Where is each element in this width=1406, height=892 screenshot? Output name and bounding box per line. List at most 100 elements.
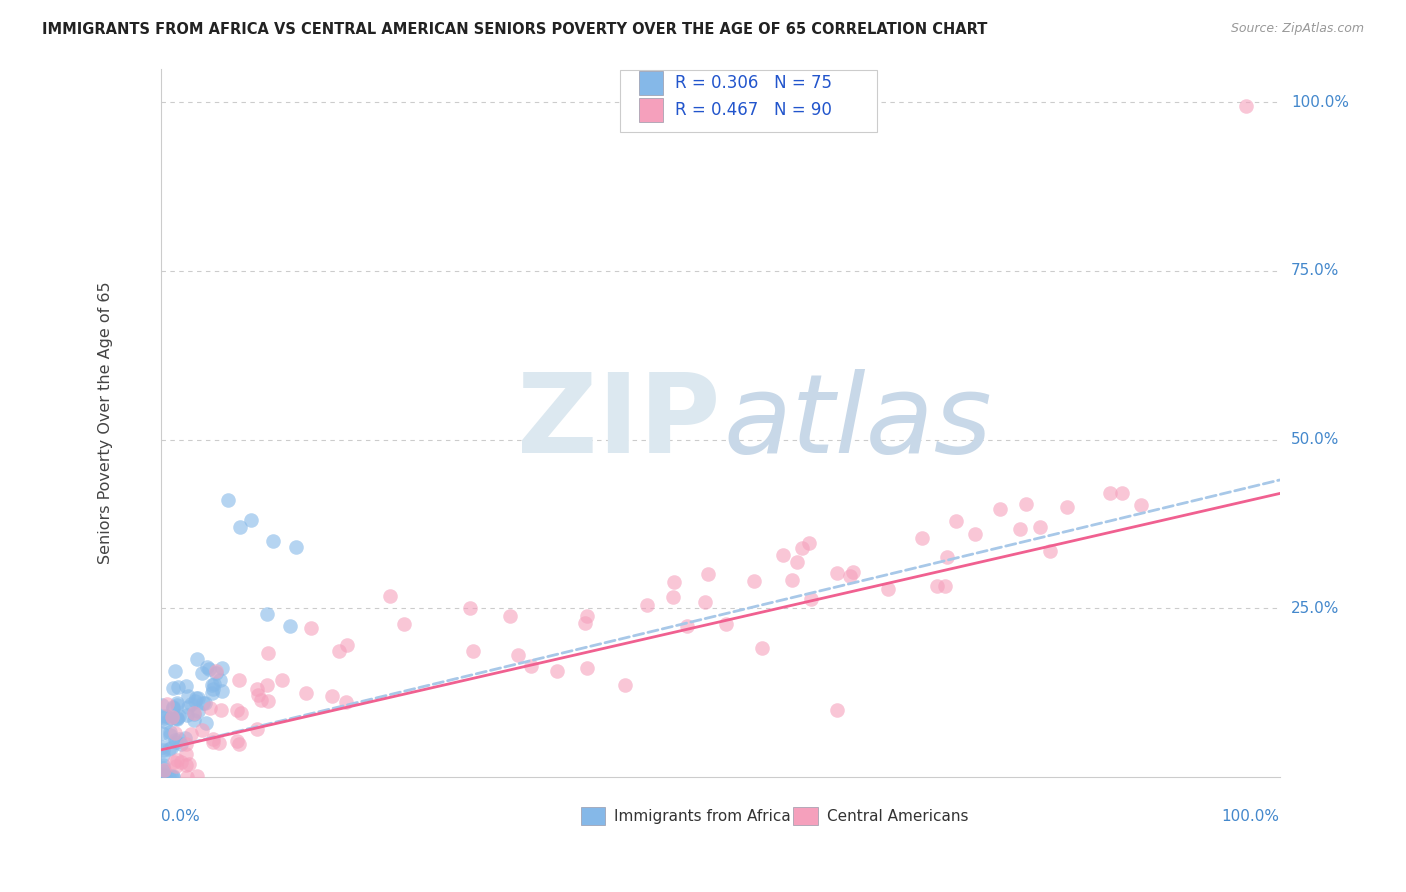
Point (174, 747, 197, 761)
Point (183, 706, 205, 721)
Point (166, 698, 188, 712)
Point (714, 616, 737, 631)
Point (165, 735, 187, 749)
Point (201, 678, 224, 692)
Point (786, 555, 808, 569)
Point (458, 600, 481, 615)
Point (205, 665, 228, 680)
Point (988, 502, 1011, 516)
Point (299, 621, 322, 635)
Point (183, 693, 205, 707)
Point (256, 646, 278, 660)
Point (239, 513, 262, 527)
Point (150, 726, 173, 740)
Point (194, 696, 217, 710)
Point (166, 711, 188, 725)
Point (190, 723, 212, 738)
Point (226, 734, 249, 748)
Point (162, 769, 184, 783)
Point (187, 691, 209, 706)
Point (191, 665, 214, 680)
Point (177, 757, 200, 772)
Point (169, 731, 191, 746)
Point (180, 698, 202, 712)
Point (211, 683, 233, 698)
Point (751, 640, 773, 655)
Point (202, 735, 225, 749)
Point (271, 673, 294, 687)
Point (256, 678, 278, 692)
Point (696, 566, 718, 581)
Point (166, 696, 188, 710)
Point (209, 703, 232, 717)
Point (499, 609, 522, 624)
Point (825, 702, 848, 716)
Point (392, 617, 415, 632)
Point (167, 709, 190, 723)
Point (661, 590, 683, 604)
Point (152, 764, 174, 778)
Point (195, 659, 218, 673)
Point (198, 662, 221, 676)
Point (198, 700, 221, 714)
Point (461, 644, 484, 658)
Point (186, 690, 208, 705)
Text: Source: ZipAtlas.com: Source: ZipAtlas.com (1230, 22, 1364, 36)
Point (191, 696, 214, 710)
Point (201, 686, 224, 700)
Text: atlas: atlas (724, 369, 993, 476)
Point (839, 568, 862, 582)
Point (152, 763, 174, 777)
Point (1028, 520, 1050, 534)
Point (174, 738, 197, 752)
Point (295, 686, 318, 700)
Text: IMMIGRANTS FROM AFRICA VS CENTRAL AMERICAN SENIORS POVERTY OVER THE AGE OF 65 CO: IMMIGRANTS FROM AFRICA VS CENTRAL AMERIC… (42, 22, 987, 37)
Point (228, 673, 250, 687)
Point (1056, 500, 1078, 515)
Point (152, 743, 174, 757)
Point (1014, 498, 1036, 512)
Point (159, 728, 181, 742)
Point (152, 769, 174, 783)
Point (162, 700, 184, 714)
Point (163, 756, 186, 770)
Point (159, 711, 181, 725)
Point (169, 737, 191, 751)
Point (842, 566, 865, 580)
Point (226, 703, 249, 717)
Point (256, 694, 278, 708)
Point (165, 664, 187, 678)
Point (925, 579, 948, 593)
Text: 50.0%: 50.0% (1291, 432, 1339, 447)
Point (166, 712, 188, 726)
Point (150, 740, 173, 755)
Point (155, 715, 177, 730)
Point (162, 770, 184, 784)
Point (262, 533, 284, 548)
Point (676, 619, 699, 633)
Point (176, 770, 198, 784)
Point (152, 748, 174, 763)
Point (520, 659, 543, 673)
Text: 100.0%: 100.0% (1291, 95, 1348, 110)
Point (165, 732, 187, 747)
Point (157, 742, 180, 756)
Point (186, 652, 208, 666)
Point (336, 638, 359, 652)
Point (152, 769, 174, 783)
Text: Immigrants from Africa: Immigrants from Africa (614, 808, 792, 823)
Point (208, 736, 231, 750)
Point (910, 532, 932, 546)
Text: ZIP: ZIP (517, 369, 720, 476)
Point (163, 725, 186, 739)
Point (174, 758, 197, 772)
Point (1130, 499, 1153, 513)
Point (152, 758, 174, 772)
Text: 75.0%: 75.0% (1291, 263, 1339, 278)
Point (165, 711, 187, 725)
Point (165, 759, 187, 773)
Point (231, 706, 253, 721)
Point (934, 579, 956, 593)
Bar (793, 807, 818, 825)
Point (693, 595, 716, 609)
